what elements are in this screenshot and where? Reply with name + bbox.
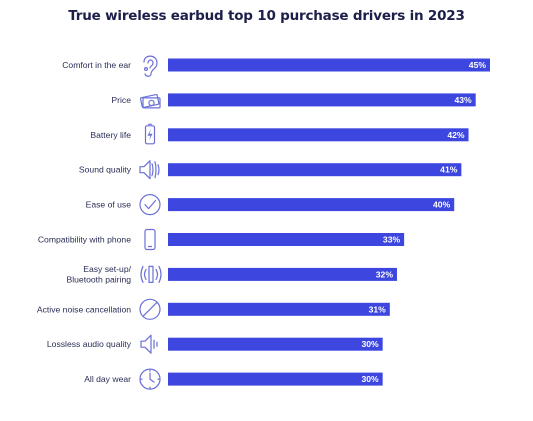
bar-row: Ease of use 40% [86,194,455,216]
value-label: 40% [433,200,451,210]
value-label: 45% [469,60,487,70]
category-label: Active noise cancellation [37,304,131,314]
bar-row: Comfort in the ear 45% [62,55,490,77]
value-label: 33% [383,235,401,245]
category-label: Lossless audio quality [47,339,132,349]
bar [168,93,476,107]
category-label: Easy set-up/Bluetooth pairing [67,264,132,285]
value-label: 41% [440,165,458,175]
category-label: Comfort in the ear [62,60,131,70]
category-label: Battery life [90,130,131,140]
speaker-icon [140,334,158,354]
bar-row: Sound quality 41% [79,160,462,180]
bar-row: All day wear 30% [84,368,383,390]
checkmark-icon [139,194,161,216]
no-sign-icon [139,298,161,320]
bar-row: Active noise cancellation 31% [37,298,390,320]
money-icon [139,93,161,109]
bar-row: Easy set-up/Bluetooth pairing 32% [67,264,397,285]
bar [168,128,469,142]
speaker-wave-icon [139,160,160,180]
clock-icon [139,368,161,390]
bar-row: Compatibility with phone 33% [38,228,405,251]
category-label: All day wear [84,374,131,384]
category-label: Compatibility with phone [38,235,131,245]
bar [168,337,383,351]
bar-row: Battery life 42% [90,123,469,145]
bar [168,267,397,281]
bar [168,58,490,72]
bar [168,163,462,177]
ear-icon [143,55,158,77]
bluetooth-signal-icon [140,265,162,283]
chart-title: True wireless earbud top 10 purchase dri… [68,8,465,24]
value-label: 32% [376,269,394,279]
bar [168,198,455,212]
category-label: Ease of use [86,200,132,210]
bar-row: Lossless audio quality 30% [47,334,383,354]
value-label: 30% [361,339,379,349]
bar [168,233,405,246]
value-label: 42% [447,130,465,140]
value-label: 30% [361,374,379,384]
bar [168,302,390,316]
bar [168,372,383,386]
value-label: 31% [369,304,387,314]
category-label: Price [111,95,131,105]
phone-icon [144,228,156,251]
category-label: Sound quality [79,165,132,175]
battery-icon [144,123,156,145]
value-label: 43% [454,95,472,105]
bar-row: Price 43% [111,93,476,109]
